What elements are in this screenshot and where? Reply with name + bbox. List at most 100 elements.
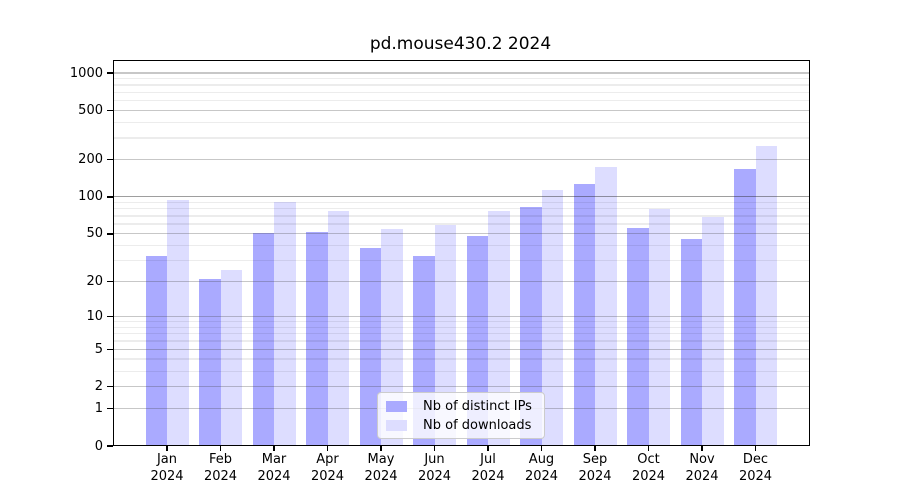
x-label-month: Aug — [528, 452, 555, 467]
bar-nb-of-downloads-mar-2024 — [274, 201, 296, 446]
y-tick-5 — [106, 348, 113, 351]
bar-nb-of-downloads-jul-2024 — [488, 210, 510, 446]
x-label-month: Jun — [424, 452, 445, 467]
bar-nb-of-downloads-jan-2024 — [167, 199, 189, 446]
gridline-100 — [112, 196, 810, 198]
gridline-8 — [112, 326, 810, 329]
x-label-month: Jan — [156, 452, 178, 467]
gridline-6 — [112, 340, 810, 342]
x-tick-label-aug: Aug 2024 — [510, 452, 574, 485]
y-tick-label-500: 500 — [78, 102, 103, 118]
gridline-50 — [112, 233, 810, 235]
y-tick-label-0: 0 — [94, 438, 103, 454]
y-tick-50 — [106, 233, 113, 235]
x-tick-label-feb: Feb 2024 — [189, 452, 253, 485]
x-tick-label-apr: Apr 2024 — [296, 452, 360, 485]
y-tick-label-5: 5 — [94, 341, 103, 357]
bar-nb-of-distinct-ips-oct-2024 — [627, 227, 649, 446]
legend-swatch-distinct-ips — [386, 400, 407, 412]
y-tick-label-200: 200 — [78, 152, 103, 168]
x-tick-mar — [273, 446, 275, 451]
gridline-500 — [112, 109, 810, 111]
x-label-year: 2024 — [471, 468, 505, 484]
gridline-90 — [112, 201, 810, 204]
y-tick-label-1: 1 — [94, 401, 103, 417]
legend-label-downloads: Nb of downloads — [423, 417, 532, 433]
x-label-month: Apr — [316, 452, 339, 467]
x-tick-may — [380, 446, 382, 451]
y-tick-20 — [106, 280, 113, 283]
legend-item-downloads: Nb of downloads — [386, 417, 532, 433]
gridline-20 — [112, 280, 810, 283]
plot-area — [112, 59, 810, 446]
gridline-70 — [112, 215, 810, 217]
bar-nb-of-downloads-jun-2024 — [434, 224, 456, 446]
y-tick-label-10: 10 — [86, 309, 103, 325]
x-tick-label-oct: Oct 2024 — [617, 452, 681, 485]
x-tick-label-jun: Jun 2024 — [403, 452, 467, 485]
x-tick-jan — [166, 446, 168, 451]
gridline-600 — [112, 99, 810, 102]
bar-nb-of-downloads-apr-2024 — [327, 211, 349, 446]
x-label-month: Sep — [582, 452, 608, 467]
x-label-year: 2024 — [310, 468, 345, 484]
bar-nb-of-distinct-ips-jan-2024 — [145, 255, 167, 446]
x-label-month: Oct — [637, 452, 660, 467]
y-tick-label-50: 50 — [86, 226, 103, 242]
y-tick-label-1000: 1000 — [69, 65, 103, 81]
gridline-9 — [112, 321, 810, 323]
gridline-30 — [112, 259, 810, 262]
bar-nb-of-downloads-nov-2024 — [702, 217, 724, 446]
gridline-200 — [112, 159, 810, 161]
y-tick-0 — [106, 445, 113, 447]
x-tick-label-jan: Jan 2024 — [135, 452, 199, 485]
y-tick-2 — [106, 385, 113, 388]
x-label-month: Nov — [689, 452, 715, 467]
gridline-300 — [112, 137, 810, 139]
x-tick-label-dec: Dec 2024 — [724, 452, 788, 485]
bar-nb-of-distinct-ips-may-2024 — [359, 248, 381, 446]
x-tick-label-jul: Jul 2024 — [456, 452, 520, 485]
y-tick-label-100: 100 — [78, 189, 103, 205]
y-tick-1000 — [106, 72, 113, 74]
bar-nb-of-distinct-ips-sep-2024 — [573, 183, 595, 446]
x-tick-jul — [487, 446, 489, 451]
chart-title: pd.mouse430.2 2024 — [369, 34, 552, 54]
x-label-month: May — [367, 452, 395, 467]
x-label-year: 2024 — [417, 468, 452, 484]
gridline-3 — [112, 370, 810, 372]
x-tick-sep — [594, 446, 596, 451]
x-label-year: 2024 — [631, 468, 666, 484]
bar-nb-of-distinct-ips-dec-2024 — [734, 169, 756, 446]
x-label-year: 2024 — [150, 468, 184, 484]
bar-nb-of-downloads-may-2024 — [381, 228, 403, 446]
gridline-4 — [112, 358, 810, 360]
x-label-year: 2024 — [578, 468, 612, 484]
x-label-month: Dec — [742, 452, 769, 467]
bar-nb-of-downloads-feb-2024 — [220, 270, 242, 446]
legend-item-distinct-ips: Nb of distinct IPs — [386, 398, 532, 414]
legend-label-distinct-ips: Nb of distinct IPs — [423, 398, 532, 414]
x-tick-label-sep: Sep 2024 — [563, 452, 627, 485]
bar-nb-of-downloads-sep-2024 — [595, 166, 617, 446]
gridline-5 — [112, 348, 810, 350]
gridline-700 — [112, 91, 810, 93]
x-label-month: Feb — [208, 452, 233, 467]
gridline-800 — [112, 84, 810, 86]
bar-nb-of-distinct-ips-nov-2024 — [680, 239, 702, 446]
gridline-40 — [112, 244, 810, 247]
y-tick-10 — [106, 315, 113, 318]
x-label-year: 2024 — [257, 468, 291, 484]
gridline-10 — [112, 315, 810, 318]
x-tick-label-nov: Nov 2024 — [670, 452, 734, 485]
legend: Nb of distinct IPs Nb of downloads — [377, 392, 545, 439]
bar-nb-of-distinct-ips-aug-2024 — [520, 206, 542, 446]
x-label-month: Jul — [480, 452, 496, 467]
x-label-year: 2024 — [364, 468, 398, 484]
bar-nb-of-distinct-ips-feb-2024 — [199, 279, 221, 446]
x-label-year: 2024 — [685, 468, 719, 484]
y-tick-500 — [106, 109, 113, 112]
x-label-month: Mar — [261, 452, 287, 467]
x-tick-dec — [754, 446, 757, 451]
y-tick-1 — [106, 407, 113, 410]
